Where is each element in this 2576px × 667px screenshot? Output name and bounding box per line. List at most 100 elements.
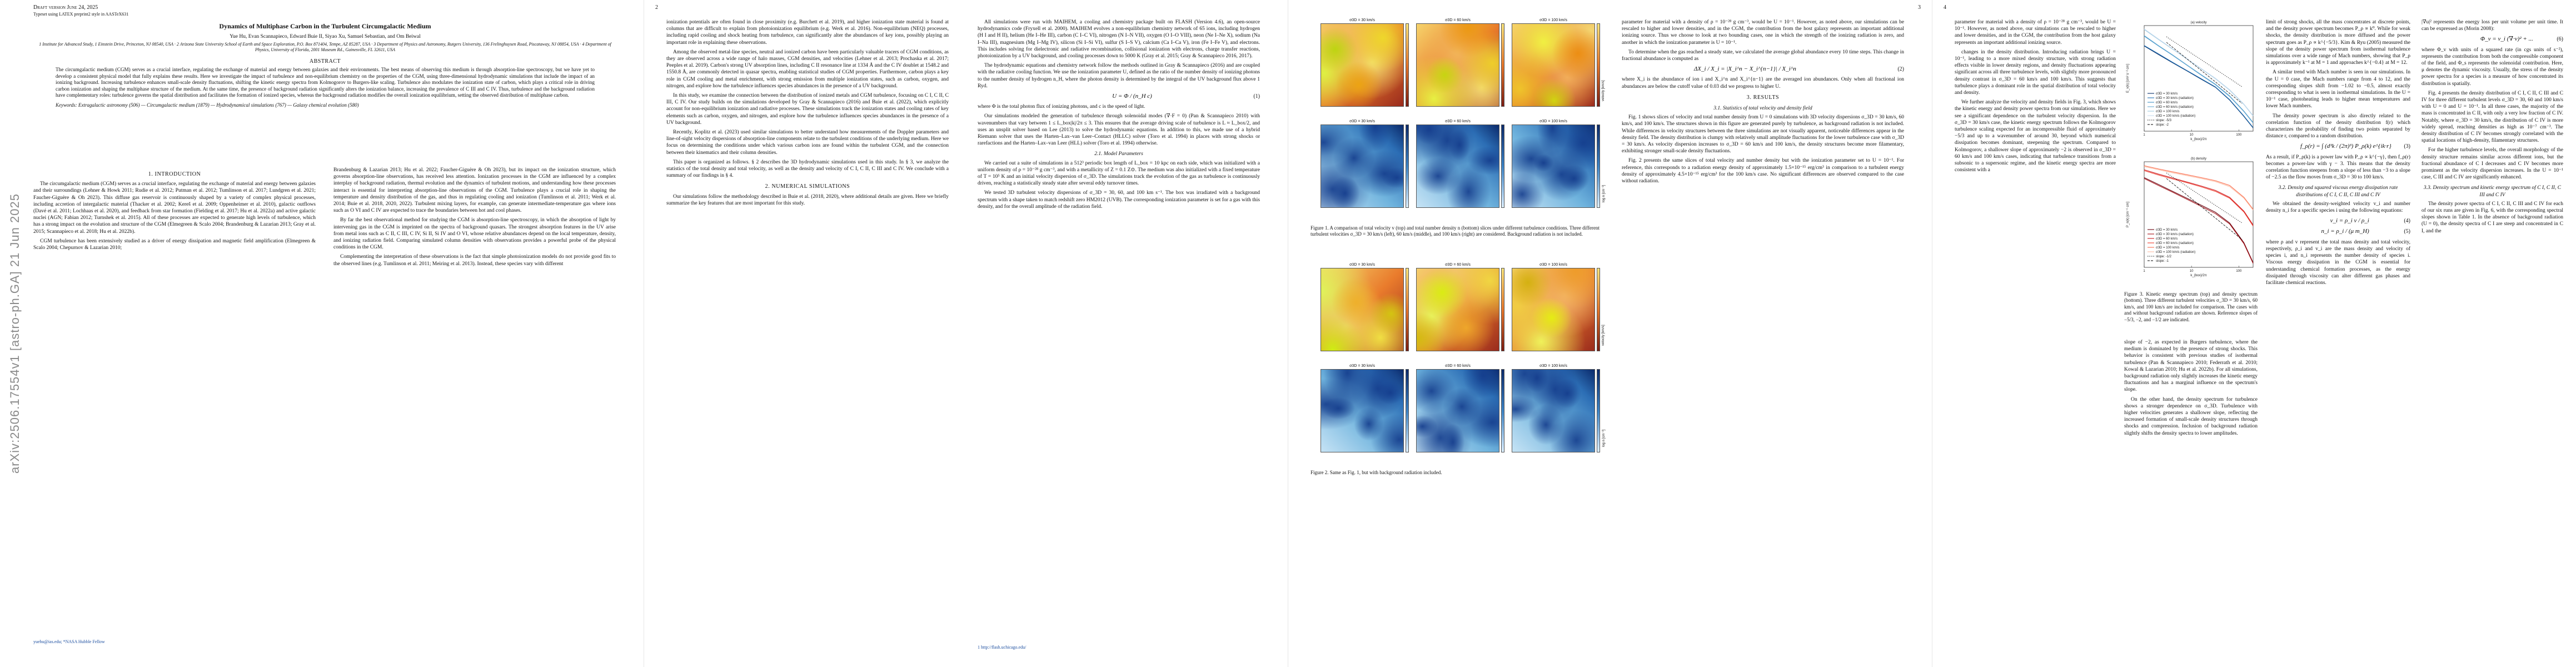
typeset-note: Typeset using LATEX preprint2 style in A…	[33, 12, 129, 17]
y-axis-label: E_v(k) [cm² s⁻² cm]	[2126, 64, 2130, 93]
p2-footnote[interactable]: 1 http://flash.uchicago.edu/	[978, 645, 1027, 650]
body-paragraph: where ρ and v represent the total mass d…	[2266, 239, 2410, 286]
panel-title: σ3D = 30 km/s	[1349, 263, 1375, 267]
colorbar-label: log n [cm⁻³]	[1602, 185, 1606, 202]
section-3-3-heading: 3.3. Density spectrum and kinetic energy…	[2423, 185, 2562, 198]
density-colorbar	[1406, 369, 1409, 452]
body-paragraph: ionization potentials are often found in…	[666, 19, 949, 46]
p1-col-left: 1. INTRODUCTION The circumgalactic mediu…	[33, 167, 316, 254]
draft-version: Draft version June 24, 2025	[33, 4, 98, 11]
p4-col-4: |∇u|² represents the energy loss per uni…	[2421, 19, 2563, 237]
x-axis-label: k_{box}/2π	[2190, 274, 2206, 277]
velocity-slice-panel: σ3D = 30 km/s	[1321, 18, 1404, 107]
page-number: 2	[655, 4, 658, 11]
p3-col-right: parameter for material with a density of…	[1622, 19, 1904, 187]
legend-entry: σ3D = 30 km/s (radiation)	[2156, 233, 2194, 236]
equation-6: Φ_v = ν_i (∇·v)² + ... (6)	[2421, 36, 2563, 43]
density-spectrum-chart: (b) density k_{box}/2π P_n(k) [cm⁻⁶ cm] 1 10…	[2126, 157, 2254, 277]
body-paragraph: The density power spectrum is also direc…	[2266, 113, 2410, 140]
body-paragraph: In this study, we examine the connection…	[666, 93, 949, 126]
legend-entry: slope: -1	[2156, 260, 2169, 263]
body-paragraph: A similar trend with Mach number is seen…	[2266, 69, 2410, 109]
legend-entry: σ3D = 60 km/s (radiation)	[2156, 106, 2194, 109]
body-paragraph: On the other hand, the density spectrum …	[2124, 396, 2258, 436]
legend-entry: σ3D = 100 km/s	[2156, 246, 2180, 250]
body-paragraph: We further analyze the velocity and dens…	[1955, 99, 2116, 173]
intro-paragraph: By far the best observational method for…	[333, 217, 616, 251]
p4-col-3: limit of strong shocks, all the mass con…	[2266, 19, 2410, 289]
section-1-heading: 1. INTRODUCTION	[148, 171, 201, 177]
p4-col-2: slope of −2, as expected in Burgers turb…	[2124, 339, 2258, 440]
equation-6-number: (6)	[2557, 36, 2563, 43]
panel-title: σ3D = 100 km/s	[1539, 120, 1567, 123]
panel-title: σ3D = 100 km/s	[1539, 263, 1567, 267]
page-4: 4 parameter for material with a density …	[1932, 0, 2576, 667]
legend-entry: slope: -5/3	[2156, 119, 2172, 122]
series-line	[2144, 36, 2254, 123]
density-slice-panel: σ3D = 30 km/s	[1321, 364, 1404, 452]
section-2-heading: 2. NUMERICAL SIMULATIONS	[765, 183, 850, 190]
page-2: 2 ionization potentials are often found …	[644, 0, 1288, 667]
equation-2-expr: ΔX_i / X_i = |X_i^n − X_i^{n−1}| / X_i^n	[1693, 66, 1796, 73]
series-line	[2144, 166, 2254, 211]
legend-entry: slope: -1/2	[2156, 255, 2172, 258]
velocity-spectrum-chart: (a) velocity k_{box}/2π E_v(k) [cm² s⁻² cm…	[2126, 21, 2254, 141]
legend-entry: σ3D = 30 km/s	[2156, 92, 2178, 96]
body-paragraph: We tested 3D turbulent velocity dispersi…	[978, 190, 1260, 210]
body-paragraph: All simulations were run with MAIHEM, a …	[978, 19, 1260, 59]
velocity-colorbar	[1406, 23, 1409, 107]
equation-4-number: (4)	[2404, 218, 2410, 225]
equation-3: f_ρ(r) = ∫ (d³k / (2π)³) P_ρ(k) e^{ik·r}…	[2266, 143, 2410, 150]
series-line	[2144, 169, 2254, 226]
body-paragraph: limit of strong shocks, all the mass con…	[2266, 19, 2410, 66]
section-3-2-heading: 3.2. Density and squared viscous energy …	[2278, 185, 2398, 198]
x-tick-label: 1	[2143, 270, 2145, 273]
y-axis-label: P_n(k) [cm⁻⁶ cm]	[2126, 202, 2130, 227]
equation-2: ΔX_i / X_i = |X_i^n − X_i^{n−1}| / X_i^n…	[1622, 66, 1904, 73]
body-paragraph: The hydrodynamic equations and chemistry…	[978, 63, 1260, 89]
legend-entry: slope: -2	[2156, 123, 2169, 127]
chart-title: (a) velocity	[2190, 21, 2206, 24]
p2-col-left: ionization potentials are often found in…	[666, 19, 949, 210]
x-tick-label: 100	[2236, 270, 2242, 273]
body-paragraph: parameter for material with a density of…	[1622, 19, 1904, 46]
body-paragraph: where X_i is the abundance of ion i and …	[1622, 77, 1904, 89]
legend-entry: σ3D = 60 km/s	[2156, 237, 2178, 241]
legend-entry: σ3D = 100 km/s	[2156, 110, 2180, 113]
plot-frame	[2144, 25, 2254, 132]
density-colorbar	[1501, 125, 1504, 208]
equation-3-number: (3)	[2404, 143, 2410, 150]
colorbar-label: velocity [km/s]	[1602, 325, 1605, 346]
equation-1-expr: U = Φ / (n_H c)	[1112, 93, 1152, 100]
legend-entry: σ3D = 60 km/s	[2156, 101, 2178, 104]
x-tick-label: 100	[2236, 133, 2242, 137]
p1-col-right: Brandenburg & Lazarian 2013; Hu et al. 2…	[333, 167, 616, 270]
body-paragraph: where Φ is the total photon flux of ioni…	[978, 104, 1145, 110]
density-slice-panel: σ3D = 60 km/s	[1416, 364, 1499, 452]
panel-title: σ3D = 100 km/s	[1539, 18, 1567, 22]
panel-title: σ3D = 100 km/s	[1539, 364, 1567, 368]
x-axis-label: k_{box}/2π	[2190, 138, 2206, 141]
panel-title: σ3D = 60 km/s	[1445, 120, 1471, 123]
panel-title: σ3D = 60 km/s	[1445, 263, 1471, 267]
reference-slope-line	[2166, 172, 2243, 223]
panel-title: σ3D = 30 km/s	[1349, 18, 1375, 22]
p2-col-right: All simulations were run with MAIHEM, a …	[978, 19, 1260, 213]
legend-entry: σ3D = 60 km/s (radiation)	[2156, 242, 2194, 245]
p1-footnote[interactable]: yuehu@ias.edu; *NASA Hubble Fellow	[33, 639, 105, 644]
panel-title: σ3D = 30 km/s	[1349, 364, 1375, 368]
velocity-slice-panel: σ3D = 100 km/s	[1512, 263, 1595, 351]
reference-slope-line	[2166, 178, 2243, 240]
series-line	[2144, 28, 2254, 116]
velocity-slice-panel: σ3D = 60 km/s	[1416, 263, 1499, 351]
section-2-1-heading: 2.1. Model Parameters	[1094, 151, 1143, 157]
series-line	[2144, 177, 2254, 263]
reference-slope-line	[2166, 36, 2243, 87]
velocity-colorbar	[1597, 268, 1600, 351]
body-paragraph: Fig. 2 presents the same slices of total…	[1622, 158, 1904, 185]
equation-3-expr: f_ρ(r) = ∫ (d³k / (2π)³) P_ρ(k) e^{ik·r}	[2300, 143, 2391, 150]
figure-2-caption: Figure 2. Same as Fig. 1, but with backg…	[1311, 470, 1442, 475]
plot-frame	[2144, 161, 2254, 268]
equation-5-number: (5)	[2404, 228, 2410, 235]
